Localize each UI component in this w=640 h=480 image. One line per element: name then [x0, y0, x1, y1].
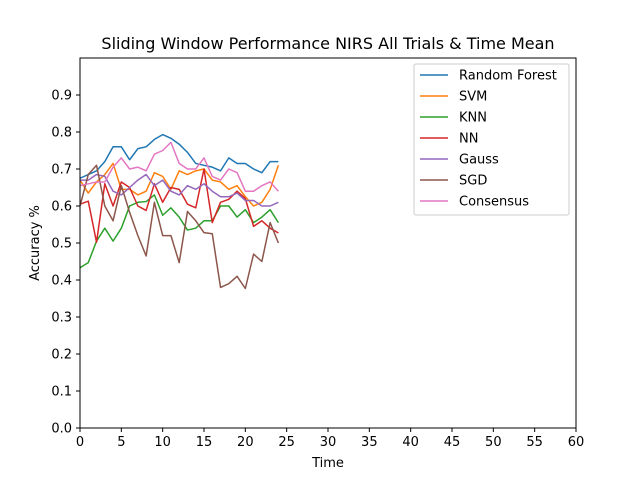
x-tick-label: 45: [444, 435, 461, 450]
legend-label-consensus: Consensus: [459, 195, 529, 210]
y-tick-label: 0.7: [51, 163, 72, 178]
series-line-consensus: [79, 141, 279, 192]
x-tick-label: 60: [568, 435, 585, 450]
series-line-svm: [79, 162, 280, 207]
y-tick-label: 0.4: [51, 274, 72, 289]
x-axis-title: Time: [311, 456, 344, 471]
legend-label-sgd: SGD: [459, 174, 487, 189]
x-tick-label: 30: [320, 435, 337, 450]
x-tick-label: 40: [402, 435, 419, 450]
x-axis: 0 5 10 15 20 25 30 35 40 45 50 55 60: [76, 428, 584, 450]
series-line-gauss: [80, 173, 279, 207]
x-tick-label: 10: [154, 435, 171, 450]
x-tick-label: 25: [278, 435, 295, 450]
x-tick-label: 20: [237, 435, 254, 450]
y-tick-label: 0.2: [51, 348, 72, 363]
plot-area: [79, 133, 280, 290]
series-line-nn: [79, 168, 279, 244]
y-tick-label: 0.0: [51, 422, 72, 437]
y-tick-label: 0.6: [51, 200, 72, 215]
y-axis-title: Accuracy %: [28, 205, 43, 281]
legend: Random Forest SVM KNN NN Gauss SGD Consensus: [413, 63, 570, 216]
x-tick-label: 55: [526, 435, 543, 450]
legend-label-nn: NN: [459, 132, 478, 147]
legend-label-svm: SVM: [459, 90, 487, 105]
y-tick-label: 0.1: [51, 385, 72, 400]
y-tick-label: 0.8: [51, 126, 72, 141]
x-tick-label: 15: [196, 435, 213, 450]
y-tick-label: 0.3: [51, 311, 72, 326]
chart-title: Sliding Window Performance NIRS All Tria…: [101, 34, 554, 53]
series-line-knn: [79, 194, 280, 269]
x-tick-label: 0: [76, 435, 84, 450]
x-tick-label: 35: [361, 435, 378, 450]
x-tick-label: 5: [117, 435, 125, 450]
legend-label-knn: KNN: [459, 111, 487, 126]
y-tick-label: 0.5: [51, 237, 72, 252]
series-line-random-forest: [79, 133, 279, 179]
legend-frame: [413, 63, 570, 216]
y-tick-label: 0.9: [51, 89, 72, 104]
legend-label-gauss: Gauss: [459, 153, 499, 168]
x-tick-label: 50: [485, 435, 502, 450]
legend-label-random-forest: Random Forest: [459, 69, 557, 84]
series-line-sgd: [79, 164, 280, 290]
y-axis: 0.0 0.1 0.2 0.3 0.4 0.5 0.6 0.7 0.8 0.9: [51, 89, 80, 437]
